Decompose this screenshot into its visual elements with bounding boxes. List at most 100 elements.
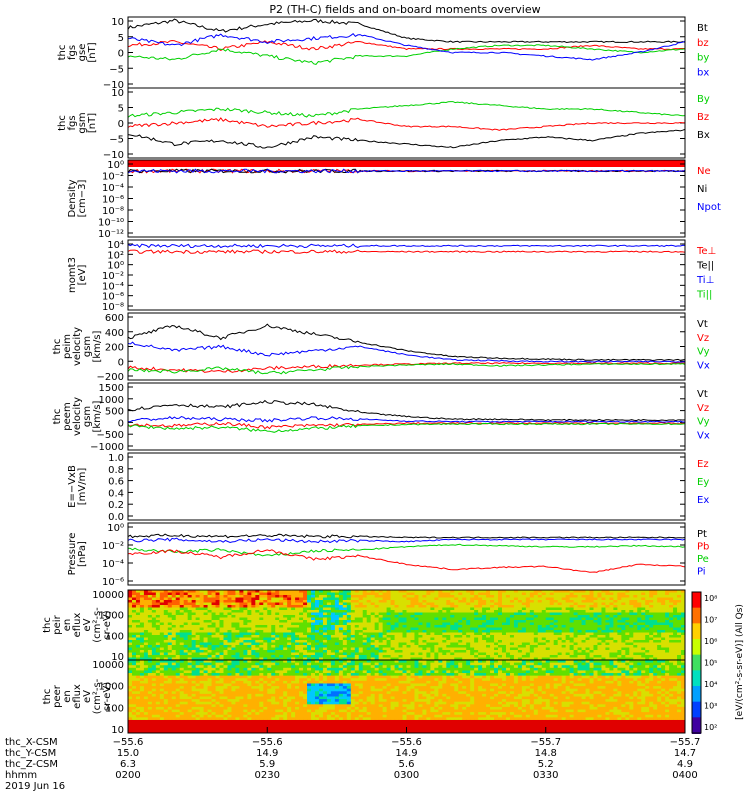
heatmap-cell (374, 610, 380, 613)
heatmap-cell (649, 642, 654, 646)
heatmap-cell (211, 632, 217, 636)
heatmap-cell (406, 605, 411, 608)
heatmap-cell (287, 673, 292, 677)
heatmap-cell (649, 620, 654, 623)
heatmap-cell (135, 632, 141, 636)
heatmap-cell (406, 657, 411, 661)
heatmap-cell (474, 667, 479, 671)
heatmap-cell (513, 630, 519, 633)
heatmap-cell (474, 645, 479, 648)
ytick-label: 0 (118, 357, 124, 368)
heatmap-cell (199, 652, 205, 656)
heatmap-cell (303, 640, 308, 643)
heatmap-cell (621, 670, 626, 674)
heatmap-cell (609, 625, 614, 628)
heatmap-cell (287, 632, 292, 636)
heatmap-cell (613, 670, 618, 674)
heatmap-cell (350, 635, 356, 638)
heatmap-cell (549, 595, 555, 598)
heatmap-cell (191, 597, 197, 601)
heatmap-cell (191, 615, 197, 618)
heatmap-cell (653, 605, 658, 608)
heatmap-cell (637, 640, 642, 643)
heatmap-cell (589, 670, 594, 674)
heatmap-cell (303, 635, 308, 638)
heatmap-cell (649, 647, 654, 651)
heatmap-cell (517, 625, 523, 628)
heatmap-cell (287, 662, 292, 666)
heatmap-cell (673, 620, 678, 623)
heatmap-cell (613, 605, 618, 608)
heatmap-cell (609, 660, 614, 664)
heatmap-cell (629, 635, 634, 638)
heatmap-cell (426, 602, 431, 606)
heatmap-cell (577, 615, 583, 618)
heatmap-cell (374, 590, 380, 593)
heatmap-cell (179, 645, 185, 648)
heatmap-cell (653, 602, 658, 606)
heatmap-cell (474, 600, 479, 603)
heatmap-cell (183, 612, 189, 616)
heatmap-cell (287, 645, 292, 648)
heatmap-cell (509, 610, 515, 613)
heatmap-cell (239, 597, 244, 601)
heatmap-cell (358, 622, 364, 626)
heatmap-cell (498, 630, 503, 633)
heatmap-cell (318, 597, 324, 601)
heatmap-cell (215, 625, 221, 628)
legend-entry: Bx (697, 130, 710, 141)
heatmap-cell (529, 610, 535, 613)
heatmap-cell (410, 612, 415, 616)
heatmap-cell (458, 645, 463, 648)
heatmap-cell (466, 612, 471, 616)
heatmap-cell (307, 673, 312, 677)
heatmap-cell (303, 655, 308, 658)
heatmap-cell (446, 655, 451, 658)
heatmap-cell (326, 622, 332, 626)
heatmap-cell (434, 652, 439, 656)
heatmap-cell (330, 627, 336, 631)
heatmap-cell (195, 627, 201, 631)
ytick-label: 0.8 (108, 465, 124, 476)
heatmap-cell (211, 637, 217, 641)
heatmap-cell (215, 640, 221, 643)
heatmap-cell (295, 607, 300, 611)
heatmap-cell (549, 645, 555, 648)
heatmap-cell (513, 622, 519, 626)
heatmap-cell (263, 590, 268, 593)
heatmap-cell (406, 615, 411, 618)
heatmap-cell (669, 670, 674, 674)
heatmap-cell (251, 600, 256, 603)
ytick-label: 0 (118, 418, 124, 429)
heatmap-cell (637, 645, 642, 648)
heatmap-cell (569, 600, 575, 603)
ylabel-line: gse (77, 44, 88, 62)
heatmap-cell (505, 622, 511, 626)
heatmap-cell (681, 652, 686, 656)
heatmap-cell (191, 647, 197, 651)
heatmap-cell (521, 655, 527, 658)
heatmap-cell (362, 602, 368, 606)
heatmap-cell (135, 670, 141, 674)
heatmap-cell (414, 610, 419, 613)
heatmap-cell (494, 625, 499, 628)
heatmap-cell (462, 627, 467, 631)
heatmap-cell (454, 657, 459, 661)
heatmap-cell (227, 607, 232, 611)
heatmap-cell (549, 637, 555, 641)
heatmap-cell (589, 642, 594, 646)
heatmap-cell (299, 622, 304, 626)
heatmap-cell (382, 617, 388, 621)
heatmap-cell (629, 595, 634, 598)
heatmap-cell (545, 625, 551, 628)
heatmap-cell (334, 597, 340, 601)
heatmap-cell (128, 670, 133, 674)
heatmap-cell (406, 600, 411, 603)
heatmap-cell (422, 632, 427, 636)
heatmap-cell (350, 637, 356, 641)
heatmap-cell (279, 620, 284, 623)
heatmap-cell (318, 637, 324, 641)
heatmap-cell (175, 640, 181, 643)
legend-entry: Bt (697, 23, 708, 34)
heatmap-cell (151, 650, 157, 653)
